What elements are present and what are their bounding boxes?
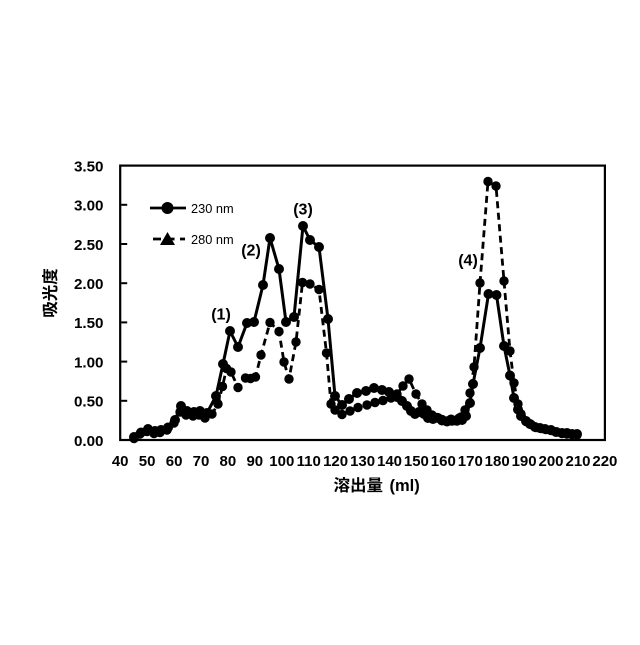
svg-text:160: 160 [431,453,456,470]
svg-text:3.50: 3.50 [74,158,104,175]
svg-text:230 nm: 230 nm [191,201,234,216]
svg-text:280 nm: 280 nm [191,232,234,247]
svg-text:(ml): (ml) [390,477,420,495]
svg-text:40: 40 [112,453,129,470]
svg-text:60: 60 [166,453,183,470]
svg-text:2.50: 2.50 [74,237,104,254]
svg-text:120: 120 [323,453,348,470]
svg-text:140: 140 [377,453,402,470]
svg-text:1.00: 1.00 [74,354,104,371]
svg-text:110: 110 [297,453,321,470]
svg-text:1.50: 1.50 [74,315,104,332]
svg-text:50: 50 [139,453,156,470]
svg-text:(2): (2) [241,243,261,260]
svg-text:210: 210 [565,453,590,470]
svg-text:130: 130 [350,453,375,470]
svg-text:(4): (4) [458,253,478,270]
svg-text:2.00: 2.00 [74,276,104,293]
svg-text:3.00: 3.00 [74,198,104,215]
svg-text:180: 180 [485,453,510,470]
svg-text:(3): (3) [293,202,313,219]
svg-text:150: 150 [404,453,429,470]
svg-text:0.50: 0.50 [74,394,104,411]
svg-text:100: 100 [269,453,294,470]
svg-text:190: 190 [512,453,537,470]
svg-text:0.00: 0.00 [74,433,104,450]
svg-text:(1): (1) [211,307,231,324]
svg-text:200: 200 [538,453,563,470]
svg-text:80: 80 [220,453,237,470]
svg-text:220: 220 [592,453,617,470]
svg-text:90: 90 [246,453,263,470]
svg-text:170: 170 [458,453,483,470]
svg-text:70: 70 [193,453,210,470]
